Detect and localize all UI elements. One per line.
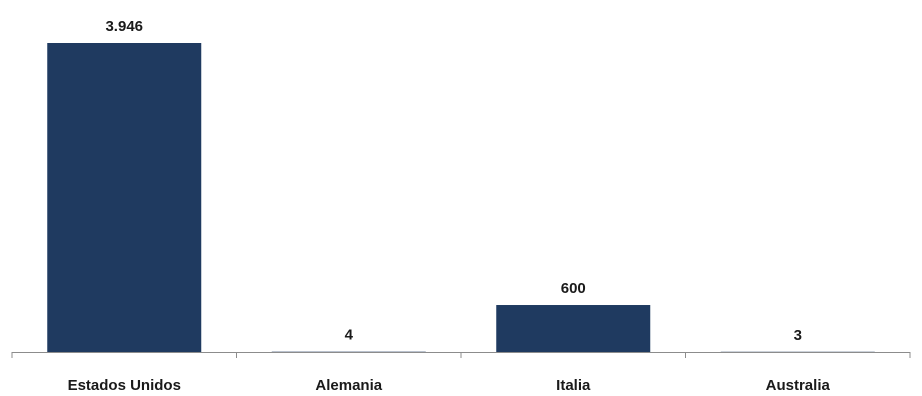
bar-estados-unidos [47, 43, 202, 352]
x-axis [11, 352, 911, 358]
tick-label-estados-unidos: Estados Unidos [68, 377, 181, 394]
bars-layer [47, 43, 875, 352]
value-label-australia: 3 [794, 327, 802, 344]
bar-italia [496, 305, 651, 352]
value-labels-layer: 3.946 4 600 3 [105, 18, 801, 344]
tick-label-australia: Australia [766, 377, 831, 394]
value-label-estados-unidos: 3.946 [105, 18, 143, 35]
x-tick-labels: Estados Unidos Alemania Italia Australia [68, 377, 831, 394]
tick-label-italia: Italia [556, 377, 591, 394]
value-label-italia: 600 [561, 280, 586, 297]
tick-label-alemania: Alemania [315, 377, 382, 394]
value-label-alemania: 4 [345, 327, 354, 344]
